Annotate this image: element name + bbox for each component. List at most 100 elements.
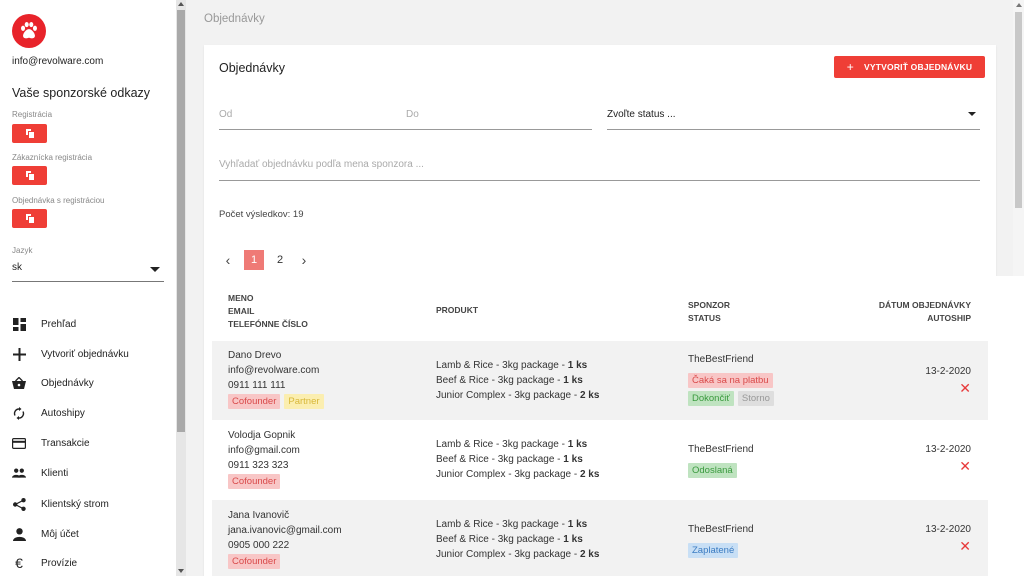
date-from-input[interactable]: Od xyxy=(219,109,233,120)
customer-email: jana.ivanovic@gmail.com xyxy=(228,525,342,536)
people-icon xyxy=(12,466,26,480)
customer-info: Volodja Gopnik info@gmail.com 0911 323 3… xyxy=(228,428,300,473)
status-badge: Zaplatené xyxy=(688,540,739,558)
product-line: Beef & Rice - 3kg package - 1 ks xyxy=(436,532,599,547)
sidebar-scrollbar-thumb[interactable] xyxy=(177,10,185,432)
sidebar: info@revolware.com Vaše sponzorské odkaz… xyxy=(0,0,176,576)
main-scrollbar-thumb[interactable] xyxy=(1015,12,1022,208)
product-line: Beef & Rice - 3kg package - 1 ks xyxy=(436,452,599,467)
pagination: ‹ 1 2 › xyxy=(222,250,310,270)
nav-label: Objednávky xyxy=(41,377,94,389)
language-select[interactable]: sk xyxy=(12,262,164,282)
nav-item-commissions[interactable]: € Provízie xyxy=(0,548,176,576)
nav-label: Klienti xyxy=(41,467,69,479)
copy-icon xyxy=(24,213,35,224)
chevron-right-icon[interactable]: › xyxy=(301,252,307,268)
customer-phone: 0911 323 323 xyxy=(228,460,289,471)
complete-order-button[interactable]: Dokončiť xyxy=(688,391,734,406)
card-title: Objednávky xyxy=(219,61,286,75)
cancel-order-button[interactable]: Storno xyxy=(737,391,774,406)
nav-item-autoships[interactable]: Autoshipy xyxy=(0,398,176,428)
order-date: 13-2-2020 xyxy=(925,524,971,535)
chevron-left-icon[interactable]: ‹ xyxy=(225,252,231,268)
sidebar-scrollbar[interactable] xyxy=(176,0,186,576)
header-date-autoship: DÁTUM OBJEDNÁVKY AUTOSHIP xyxy=(879,299,971,325)
sponsor-search-input[interactable]: Vyhľadať objednávku podľa mena sponzora … xyxy=(219,158,980,181)
close-icon[interactable]: ✕ xyxy=(959,380,971,396)
nav-item-client-tree[interactable]: Klientský strom xyxy=(0,489,176,519)
page-button-2[interactable]: 2 xyxy=(276,254,284,266)
close-icon[interactable]: ✕ xyxy=(959,458,971,474)
product-name: Junior Complex - 3kg package - xyxy=(436,549,580,560)
sponsor-name: TheBestFriend xyxy=(688,354,754,365)
product-name: Lamb & Rice - 3kg package - xyxy=(436,360,568,371)
table-row[interactable]: Jana Ivanovič jana.ivanovic@gmail.com 09… xyxy=(212,500,988,576)
product-list: Lamb & Rice - 3kg package - 1 ks Beef & … xyxy=(436,437,599,482)
scroll-up-arrow-icon[interactable] xyxy=(1016,3,1022,7)
header-product: PRODUKT xyxy=(436,305,479,315)
product-line: Lamb & Rice - 3kg package - 1 ks xyxy=(436,358,599,373)
tag-partner: Partner xyxy=(284,394,324,409)
results-count: Počet výsledkov: 19 xyxy=(219,209,304,220)
table-row[interactable]: Dano Drevo info@revolware.com 0911 111 1… xyxy=(212,341,988,420)
header-status: STATUS xyxy=(688,313,721,323)
sponsor-name: TheBestFriend xyxy=(688,444,754,455)
product-line: Junior Complex - 3kg package - 2 ks xyxy=(436,467,599,482)
tag-cofounder: Cofounder xyxy=(228,394,281,409)
chevron-down-icon xyxy=(968,112,976,116)
copy-customer-registration-link-button[interactable] xyxy=(12,166,47,185)
product-qty: 2 ks xyxy=(579,469,600,480)
paw-logo-icon[interactable] xyxy=(12,14,46,48)
customer-phone: 0911 111 111 xyxy=(228,380,286,391)
nav-item-create-order[interactable]: Vytvoriť objednávku xyxy=(0,339,176,369)
product-list: Lamb & Rice - 3kg package - 1 ks Beef & … xyxy=(436,517,599,562)
product-qty: 2 ks xyxy=(579,549,600,560)
status-paid: Zaplatené xyxy=(688,543,739,558)
main-scrollbar[interactable] xyxy=(1013,0,1024,276)
create-order-button-label: VYTVORIŤ OBJEDNÁVKU xyxy=(864,62,973,72)
person-icon xyxy=(12,527,26,541)
customer-info: Dano Drevo info@revolware.com 0911 111 1… xyxy=(228,348,319,393)
language-label: Jazyk xyxy=(12,246,33,255)
customer-phone: 0905 000 222 xyxy=(228,540,290,551)
basket-icon xyxy=(12,376,26,390)
nav-label: Transakcie xyxy=(41,437,90,449)
page-button-1[interactable]: 1 xyxy=(244,250,264,270)
header-order-date: DÁTUM OBJEDNÁVKY xyxy=(878,300,971,310)
create-order-button[interactable]: + VYTVORIŤ OBJEDNÁVKU xyxy=(834,56,985,78)
nav-label: Prehľad xyxy=(41,318,77,330)
status-badge: Čaká sa na platbu xyxy=(688,370,773,388)
status-select[interactable]: Zvoľte status ... xyxy=(607,108,980,130)
product-qty: 1 ks xyxy=(567,439,588,450)
nav-label: Autoshipy xyxy=(41,407,85,419)
close-icon[interactable]: ✕ xyxy=(959,538,971,554)
product-name: Lamb & Rice - 3kg package - xyxy=(436,439,568,450)
date-to-input[interactable]: Do xyxy=(406,109,419,120)
nav-item-my-account[interactable]: Môj účet xyxy=(0,519,176,549)
right-gutter xyxy=(996,276,1024,576)
scroll-down-arrow-icon[interactable] xyxy=(178,569,184,573)
product-qty: 1 ks xyxy=(563,375,583,386)
copy-order-registration-link-button[interactable] xyxy=(12,209,47,228)
copy-registration-link-button[interactable] xyxy=(12,124,47,143)
nav-item-transactions[interactable]: Transakcie xyxy=(0,428,176,458)
nav-label: Klientský strom xyxy=(41,498,109,510)
customer-info: Jana Ivanovič jana.ivanovic@gmail.com 09… xyxy=(228,508,342,553)
credit-card-icon xyxy=(12,436,26,450)
product-line: Lamb & Rice - 3kg package - 1 ks xyxy=(436,437,599,452)
scroll-up-arrow-icon[interactable] xyxy=(178,2,184,6)
customer-tags: Cofounder xyxy=(228,554,281,569)
nav-label: Vytvoriť objednávku xyxy=(41,348,129,360)
nav-item-clients[interactable]: Klienti xyxy=(0,458,176,488)
nav-item-overview[interactable]: Prehľad xyxy=(0,309,176,339)
nav-item-orders[interactable]: Objednávky xyxy=(0,368,176,398)
table-row[interactable]: Volodja Gopnik info@gmail.com 0911 323 3… xyxy=(212,420,988,500)
product-name: Lamb & Rice - 3kg package - xyxy=(436,519,568,530)
language-value: sk xyxy=(12,262,22,273)
status-shipped: Odoslaná xyxy=(688,463,737,478)
product-name: Beef & Rice - 3kg package - xyxy=(436,454,564,465)
header-phone: TELEFÓNNE ČÍSLO xyxy=(228,319,308,329)
table-header: MENO EMAIL TELEFÓNNE ČÍSLO PRODUKT SPONZ… xyxy=(212,292,988,340)
product-list: Lamb & Rice - 3kg package - 1 ks Beef & … xyxy=(436,358,599,403)
order-date: 13-2-2020 xyxy=(925,444,971,455)
